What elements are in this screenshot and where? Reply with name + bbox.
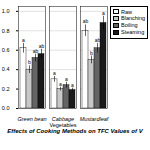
svg-text:a: a bbox=[59, 81, 62, 87]
svg-text:a: a bbox=[102, 10, 105, 16]
svg-text:b: b bbox=[90, 50, 93, 56]
svg-text:0.6: 0.6 bbox=[2, 47, 10, 53]
html-text:Boiling: Boiling bbox=[121, 22, 138, 29]
svg-text:0.2: 0.2 bbox=[2, 86, 10, 92]
svg-text:Mustardleaf: Mustardleaf bbox=[80, 116, 109, 122]
svg-text:a: a bbox=[65, 76, 68, 82]
svg-text:a: a bbox=[71, 82, 74, 88]
svg-text:ab: ab bbox=[39, 43, 45, 49]
html-text:Steaming: Steaming bbox=[121, 29, 145, 36]
svg-text:b: b bbox=[28, 59, 31, 65]
svg-text:Green bean: Green bean bbox=[17, 116, 46, 122]
svg-text:Cabbage: Cabbage bbox=[51, 116, 75, 123]
svg-text:0.0: 0.0 bbox=[2, 105, 10, 111]
svg-text:ab: ab bbox=[33, 48, 39, 54]
svg-text:0.4: 0.4 bbox=[2, 66, 10, 72]
svg-text:Vegetables: Vegetables bbox=[49, 122, 76, 128]
svg-text:ab: ab bbox=[95, 37, 101, 43]
html-text:Raw: Raw bbox=[121, 8, 132, 15]
svg-text:a: a bbox=[22, 37, 25, 43]
svg-text:1.0: 1.0 bbox=[2, 8, 10, 14]
html-text:Blanching: Blanching bbox=[121, 15, 146, 22]
html-text:Effects of Cooking Methods on: Effects of Cooking Methods on TFC Values… bbox=[7, 128, 143, 134]
svg-text:ab: ab bbox=[83, 18, 89, 24]
svg-text:0.8: 0.8 bbox=[2, 28, 10, 34]
svg-text:a: a bbox=[53, 70, 56, 76]
